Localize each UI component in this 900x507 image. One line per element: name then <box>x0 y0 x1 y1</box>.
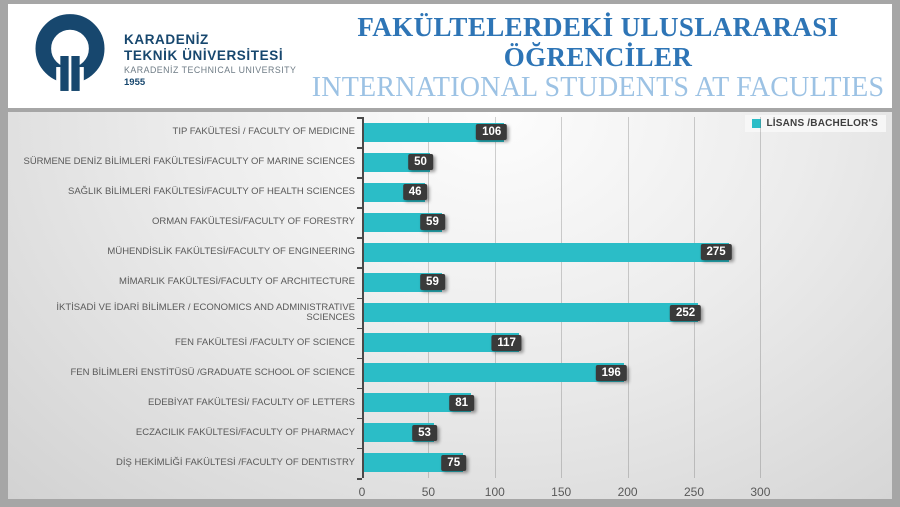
x-axis-tick-label: 0 <box>358 485 366 499</box>
y-axis-tick <box>357 447 362 450</box>
y-axis-tick <box>357 357 362 360</box>
legend: LİSANS /BACHELOR'S <box>745 115 886 132</box>
category-label: MİMARLIK FAKÜLTESİ/FACULTY OF ARCHITECTU… <box>119 276 355 288</box>
bar[interactable] <box>363 393 472 413</box>
value-chip: 81 <box>449 394 475 411</box>
category-label: ORMAN FAKÜLTESİ/FACULTY OF FORESTRY <box>151 216 355 228</box>
value-chip: 59 <box>420 274 445 291</box>
logo-line-3: KARADENİZ TECHNICAL UNIVERSITY <box>124 65 297 76</box>
x-axis-tick-label: 300 <box>750 485 771 499</box>
chart-title-turkish: FAKÜLTELERDEKİ ULUSLARARASI ÖĞRENCİLER <box>357 12 839 73</box>
value-chip: 117 <box>491 334 522 351</box>
value-chip: 59 <box>420 214 445 231</box>
logo-line-2: TEKNİK ÜNİVERSİTESİ <box>124 47 284 63</box>
category-label: FEN FAKÜLTESİ /FACULTY OF SCIENCE <box>174 336 355 348</box>
value-chip: 50 <box>408 154 433 171</box>
y-axis-tick <box>357 387 362 390</box>
category-label: MÜHENDİSLİK FAKÜLTESİ/FACULTY OF ENGINEE… <box>107 246 355 258</box>
category-label: İKTİSADİ VE İDARİ BİLİMLER / ECONOMICS A… <box>56 301 355 323</box>
university-logo: KARADENİZ TEKNİK ÜNİVERSİTESİ KARADENİZ … <box>24 10 296 102</box>
bar[interactable] <box>363 122 505 142</box>
chart-title-english: INTERNATIONAL STUDENTS AT FACULTIES <box>311 72 885 104</box>
gridline <box>494 117 496 478</box>
bar[interactable] <box>363 363 624 383</box>
y-axis-tick <box>357 417 362 420</box>
gridline <box>694 117 695 478</box>
category-label: TIP FAKÜLTESİ / FACULTY OF MEDICINE <box>172 126 355 138</box>
chart-area: LİSANS /BACHELOR'S 0 50 100 150 200 250 300 TIP… <box>8 112 892 499</box>
value-chip: 196 <box>595 364 627 381</box>
gridline <box>627 117 629 478</box>
logo-year: 1955 <box>124 77 146 89</box>
value-chip: 106 <box>476 124 508 141</box>
y-axis-tick <box>357 177 362 179</box>
y-axis-tick <box>357 327 362 330</box>
y-axis-tick <box>357 117 362 119</box>
gridline <box>428 117 430 478</box>
plot-area: 0 50 100 150 200 250 300 TIP FAKÜLTESİ / FACULT… <box>8 112 892 499</box>
header: KARADENİZ TEKNİK ÜNİVERSİTESİ KARADENİZ … <box>8 4 892 108</box>
y-axis-tick <box>357 478 362 480</box>
value-chip: 252 <box>669 304 702 321</box>
x-axis-tick-label: 100 <box>484 485 505 499</box>
y-axis-tick <box>357 297 362 299</box>
value-chip: 46 <box>402 184 428 201</box>
bar[interactable] <box>363 453 464 473</box>
y-axis-tick <box>357 147 362 149</box>
category-label: SAĞLIK BİLİMLERİ FAKÜLTESİ/FACULTY OF HE… <box>67 186 355 198</box>
value-chip: 75 <box>441 454 467 471</box>
gridline <box>760 117 762 478</box>
legend-swatch-icon <box>752 119 762 128</box>
y-axis-tick <box>357 267 362 269</box>
title-block: FAKÜLTELERDEKİ ULUSLARARASI ÖĞRENCİLER I… <box>304 12 892 103</box>
y-axis-line <box>362 117 364 478</box>
x-axis-tick-label: 250 <box>683 485 705 499</box>
gridline <box>561 117 563 478</box>
y-axis-tick <box>357 237 362 239</box>
logo-text: KARADENİZ TEKNİK ÜNİVERSİTESİ KARADENİZ … <box>124 24 296 88</box>
category-label: EDEBİYAT FAKÜLTESİ/ FACULTY OF LETTERS <box>148 396 355 408</box>
x-axis-tick-label: 50 <box>421 485 436 499</box>
legend-label: LİSANS /BACHELOR'S <box>766 118 878 129</box>
value-chip: 275 <box>700 244 732 261</box>
bar[interactable] <box>363 303 699 323</box>
value-chip: 53 <box>412 424 437 441</box>
category-label: FEN BİLİMLERİ ENSTİTÜSÜ /GRADUATE SCHOOL… <box>70 366 355 378</box>
category-label: SÜRMENE DENİZ BİLİMLERİ FAKÜLTESİ/FACULT… <box>23 156 355 168</box>
category-label: DİŞ HEKİMLİĞİ FAKÜLTESİ /FACULTY OF DENT… <box>116 456 355 468</box>
bar[interactable] <box>363 333 519 353</box>
bar[interactable] <box>363 242 729 262</box>
x-axis-tick-label: 200 <box>617 485 638 499</box>
ktu-logo-icon <box>35 14 105 102</box>
x-axis-tick-label: 150 <box>551 485 572 499</box>
y-axis-tick <box>357 207 362 209</box>
logo-line-1: KARADENİZ <box>124 31 209 47</box>
category-label: ECZACILIK FAKÜLTESİ/FACULTY OF PHARMACY <box>135 426 355 438</box>
